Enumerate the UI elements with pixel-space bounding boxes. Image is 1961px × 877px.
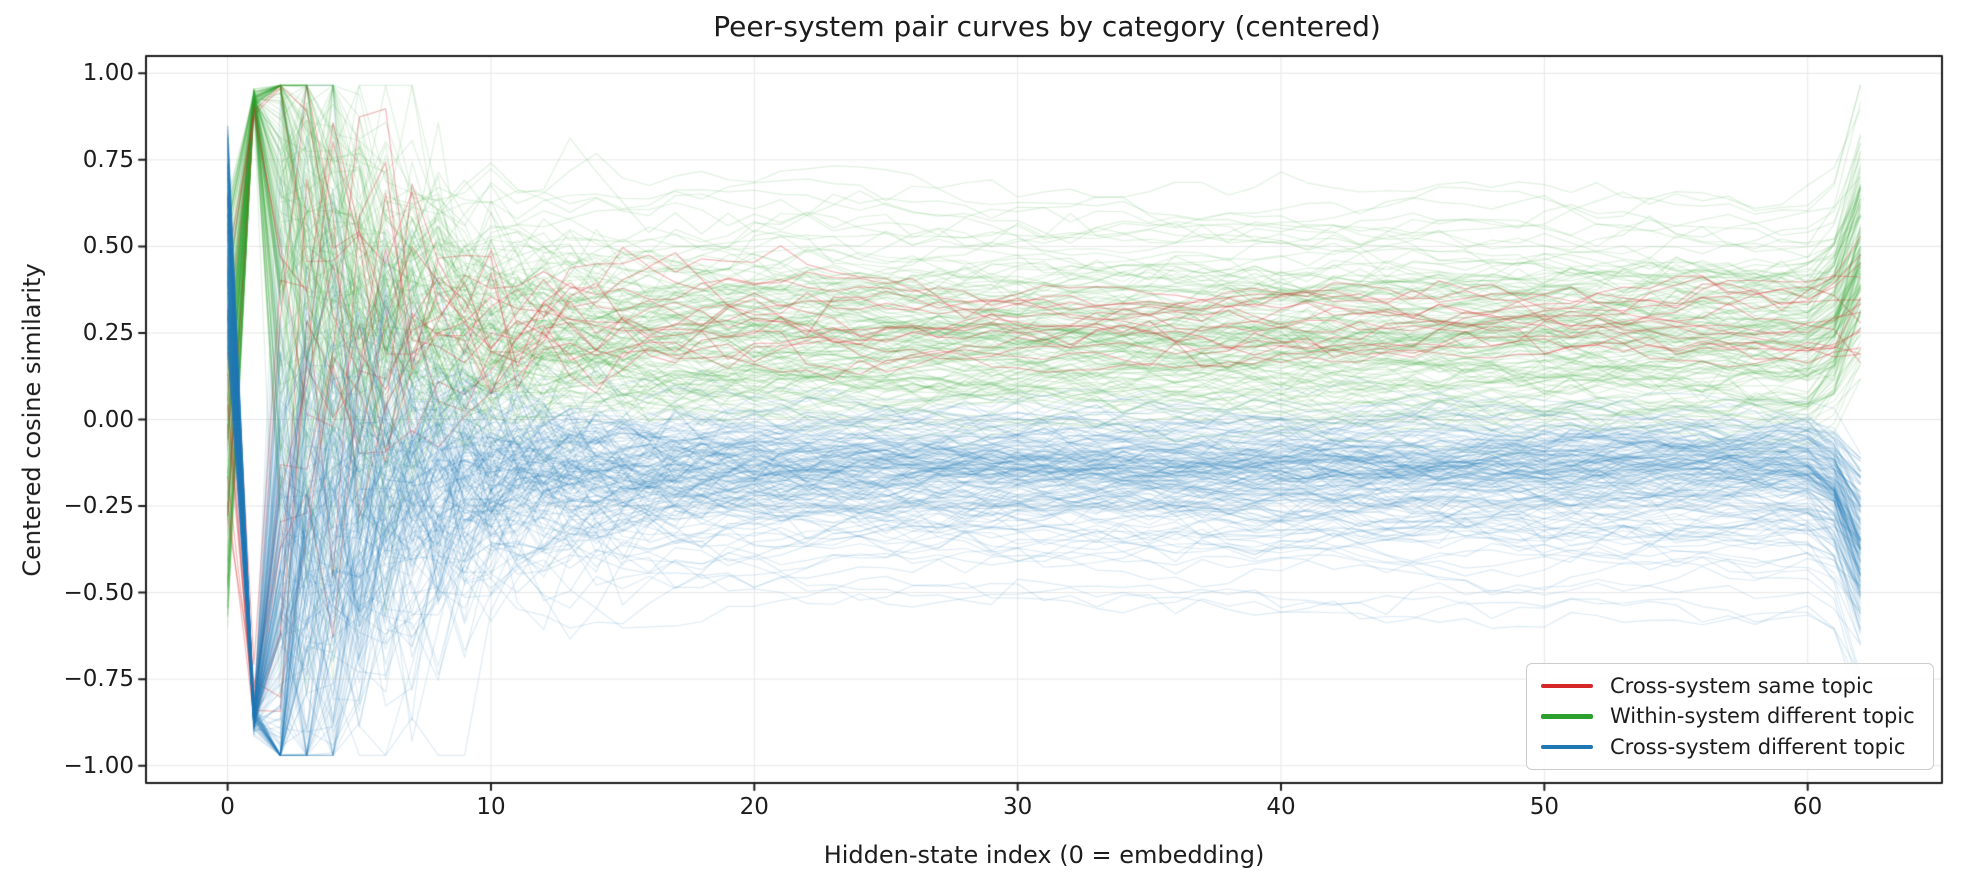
- legend-entry-within-system-different-topic: Within-system different topic: [1541, 701, 1919, 731]
- x-tick-label: 0: [220, 794, 235, 820]
- y-tick-label: 0.50: [82, 233, 134, 260]
- legend-entry-cross-system-different-topic: Cross-system different topic: [1541, 732, 1919, 762]
- legend-label: Cross-system same topic: [1610, 674, 1874, 699]
- y-tick-label: 0.00: [82, 406, 134, 433]
- legend-swatch-red: [1541, 683, 1593, 689]
- x-axis-label: Hidden-state index (0 = embedding): [823, 841, 1265, 869]
- chart-title: Peer-system pair curves by category (cen…: [713, 10, 1381, 43]
- x-tick-label: 50: [1529, 794, 1559, 820]
- y-tick-label: −1.00: [63, 752, 134, 779]
- x-tick-label: 20: [739, 794, 769, 820]
- legend-entry-cross-system-same-topic: Cross-system same topic: [1541, 671, 1919, 701]
- legend: Cross-system same topic Within-system di…: [1526, 663, 1934, 770]
- y-tick-label: 0.25: [82, 319, 134, 346]
- x-tick-label: 60: [1793, 794, 1823, 820]
- legend-label: Within-system different topic: [1610, 704, 1915, 729]
- x-tick-label: 40: [1266, 794, 1296, 820]
- legend-swatch-blue: [1541, 744, 1593, 750]
- y-tick-label: −0.25: [63, 493, 134, 520]
- legend-swatch-green: [1541, 714, 1593, 719]
- y-tick-label: −0.75: [63, 666, 134, 693]
- y-axis-label: Centered cosine similarity: [18, 263, 46, 577]
- y-tick-label: 0.75: [82, 146, 134, 173]
- x-tick-label: 10: [476, 794, 506, 820]
- y-tick-label: 1.00: [82, 60, 134, 87]
- x-tick-label: 30: [1003, 794, 1033, 820]
- legend-label: Cross-system different topic: [1610, 734, 1906, 759]
- y-tick-label: −0.50: [63, 579, 134, 606]
